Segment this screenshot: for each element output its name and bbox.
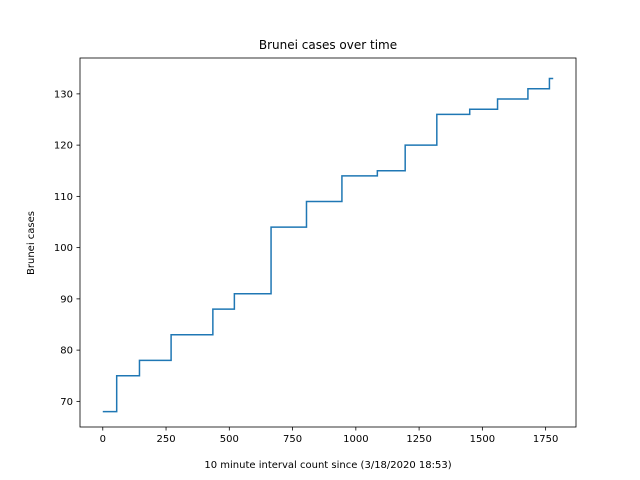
x-tick-label: 1000 xyxy=(343,434,368,445)
x-tick-label: 1750 xyxy=(533,434,558,445)
y-tick-label: 70 xyxy=(60,397,73,408)
y-axis-title: Brunei cases xyxy=(26,211,37,275)
x-tick-label: 500 xyxy=(220,434,239,445)
y-tick-label: 120 xyxy=(54,141,73,152)
y-tick-label: 80 xyxy=(60,346,73,357)
y-tick-label: 90 xyxy=(60,294,73,305)
x-tick-label: 1500 xyxy=(470,434,495,445)
y-tick-label: 110 xyxy=(54,192,73,203)
x-tick-label: 750 xyxy=(283,434,302,445)
x-axis-title: 10 minute interval count since (3/18/202… xyxy=(204,460,451,471)
x-tick-label: 250 xyxy=(156,434,175,445)
x-tick-label: 1250 xyxy=(406,434,431,445)
plot-frame xyxy=(79,57,577,428)
plot-area: 0 250 500 750 1000 1250 1500 1750 70 80 90 100 110 12… xyxy=(54,57,577,445)
series-line-0 xyxy=(102,77,554,413)
x-tick-label: 0 xyxy=(100,434,106,445)
chart-title: Brunei cases over time xyxy=(259,38,397,52)
y-tick-label: 130 xyxy=(54,89,73,100)
y-tick-label: 100 xyxy=(54,243,73,254)
